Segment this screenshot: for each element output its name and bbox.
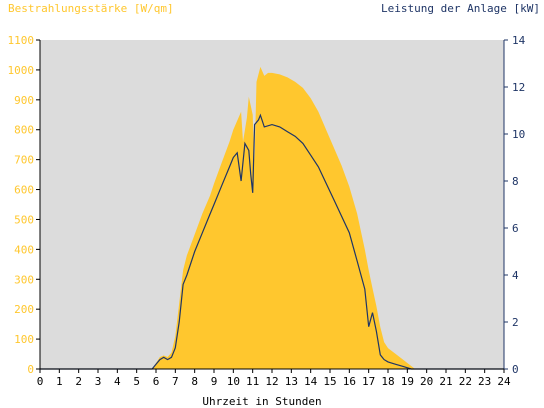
- left-tick-label: 600: [14, 184, 34, 197]
- right-y-axis: 0 2 4 6 8 10 12 14: [504, 34, 526, 376]
- x-tick-label: 15: [323, 375, 336, 388]
- x-tick-label: 22: [459, 375, 472, 388]
- right-tick-label: 12: [512, 81, 525, 94]
- x-tick-label: 17: [362, 375, 375, 388]
- x-tick-label: 19: [401, 375, 414, 388]
- left-tick-label: 500: [14, 213, 34, 226]
- irradiance-area: [40, 66, 504, 370]
- x-tick-label: 5: [133, 375, 140, 388]
- x-tick-label: 20: [420, 375, 433, 388]
- right-tick-label: 2: [512, 316, 519, 329]
- x-tick-label: 6: [153, 375, 160, 388]
- left-tick-label: 800: [14, 124, 34, 137]
- x-tick-label: 1: [56, 375, 63, 388]
- left-tick-label: 0: [27, 363, 34, 376]
- x-tick-label: 24: [497, 375, 511, 388]
- x-tick-label: 12: [265, 375, 278, 388]
- x-tick-label: 16: [343, 375, 356, 388]
- x-tick-label: 4: [114, 375, 121, 388]
- right-tick-label: 10: [512, 128, 525, 141]
- left-tick-label: 100: [14, 333, 34, 346]
- left-tick-label: 1000: [8, 64, 35, 77]
- left-tick-label: 400: [14, 243, 34, 256]
- x-tick-label: 11: [246, 375, 259, 388]
- left-tick-label: 700: [14, 154, 34, 167]
- right-tick-label: 6: [512, 222, 519, 235]
- x-axis: 0 1 2 3 4 5 6 7 8 9 10 11 12 13 14 15 16 17 18 19 20 21 22 23 24: [37, 369, 511, 388]
- left-tick-label: 1100: [8, 34, 35, 47]
- right-tick-label: 14: [512, 34, 526, 47]
- left-tick-label: 200: [14, 303, 34, 316]
- x-tick-label: 8: [191, 375, 198, 388]
- x-tick-label: 0: [37, 375, 44, 388]
- x-tick-label: 21: [439, 375, 452, 388]
- x-tick-label: 23: [478, 375, 491, 388]
- x-axis-label: Uhrzeit in Stunden: [202, 395, 321, 408]
- x-tick-label: 18: [381, 375, 394, 388]
- right-axis-title: Leistung der Anlage [kW]: [381, 2, 540, 15]
- left-axis-title: Bestrahlungsstärke [W/qm]: [8, 2, 174, 15]
- x-tick-label: 9: [211, 375, 218, 388]
- left-tick-label: 900: [14, 94, 34, 107]
- x-tick-label: 10: [227, 375, 240, 388]
- left-tick-label: 300: [14, 273, 34, 286]
- power-line: [40, 113, 504, 370]
- x-tick-label: 7: [172, 375, 179, 388]
- right-tick-label: 8: [512, 175, 519, 188]
- right-tick-label: 4: [512, 269, 519, 282]
- x-tick-label: 3: [95, 375, 102, 388]
- series-group: [40, 66, 504, 370]
- right-tick-label: 0: [512, 363, 519, 376]
- x-tick-label: 13: [285, 375, 298, 388]
- x-tick-label: 14: [304, 375, 318, 388]
- left-y-axis: 0 100 200 300 400 500 600 700 800 900 1000 1100: [8, 34, 40, 376]
- x-tick-label: 2: [75, 375, 82, 388]
